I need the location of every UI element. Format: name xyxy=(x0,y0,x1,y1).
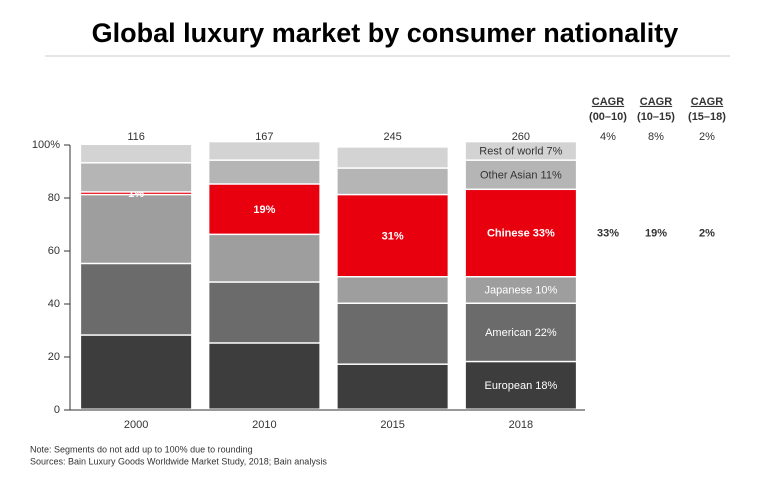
data-label: American 22% xyxy=(485,327,557,339)
bar-segment xyxy=(465,277,576,303)
bar-segment xyxy=(81,264,192,335)
bar-segment xyxy=(465,304,576,361)
data-label: 19% xyxy=(253,204,275,216)
data-label: 31% xyxy=(382,230,404,242)
total-label: 260 xyxy=(512,131,530,143)
total-label: 245 xyxy=(383,131,401,143)
data-label: Chinese 33% xyxy=(487,228,555,240)
data-label: Other Asian 11% xyxy=(480,169,562,181)
x-tick-label: 2015 xyxy=(380,419,404,431)
cagr-header: CAGR xyxy=(592,96,624,108)
cagr-chinese: 33% xyxy=(597,228,619,240)
bar-segment xyxy=(337,147,448,168)
y-tick-label: 40 xyxy=(48,298,60,310)
data-label: Japanese 10% xyxy=(484,285,557,297)
y-tick-label: 80 xyxy=(48,192,60,204)
bar-segment xyxy=(81,335,192,409)
x-tick-label: 2000 xyxy=(124,419,148,431)
bar-segment xyxy=(465,160,576,189)
total-label: 167 xyxy=(255,131,273,143)
y-tick-label: 0 xyxy=(54,404,60,416)
bar-segment xyxy=(209,184,320,234)
bar-segment xyxy=(209,142,320,160)
y-tick-label: 20 xyxy=(48,351,60,363)
total-label: 116 xyxy=(127,131,145,143)
cagr-header: CAGR xyxy=(640,96,672,108)
x-tick-label: 2010 xyxy=(252,419,276,431)
bar-segment xyxy=(465,190,576,276)
cagr-chinese: 2% xyxy=(699,228,715,240)
bar-segment xyxy=(209,282,320,343)
x-tick-label: 2018 xyxy=(509,419,533,431)
bar-segment xyxy=(81,192,192,194)
bar-segment xyxy=(337,168,448,194)
note: Note: Segments do not add up to 100% due… xyxy=(30,444,253,454)
bar-segment xyxy=(465,142,576,160)
cagr-chinese: 19% xyxy=(645,228,667,240)
cagr-total: 4% xyxy=(600,131,616,143)
chart-title: Global luxury market by consumer nationa… xyxy=(92,18,679,48)
bar-segment xyxy=(209,235,320,282)
bar-segment xyxy=(81,195,192,263)
data-label: Rest of world 7% xyxy=(479,146,562,158)
bar-segment xyxy=(337,304,448,364)
bar-segment xyxy=(465,362,576,409)
bar-segment xyxy=(337,364,448,409)
bar-segment xyxy=(81,163,192,192)
bar-segment xyxy=(337,277,448,303)
cagr-period: (15–18) xyxy=(688,111,726,123)
y-tick-label: 60 xyxy=(48,245,60,257)
bar-segment xyxy=(209,343,320,409)
bar-segment xyxy=(209,160,320,184)
bar-segment xyxy=(81,145,192,163)
cagr-total: 8% xyxy=(648,131,664,143)
cagr-header: CAGR xyxy=(691,96,723,108)
bar-segment xyxy=(337,195,448,276)
data-label: European 18% xyxy=(484,380,557,392)
cagr-period: (10–15) xyxy=(637,111,675,123)
y-tick-label: 100% xyxy=(32,139,60,151)
note: Sources: Bain Luxury Goods Worldwide Mar… xyxy=(30,456,327,466)
cagr-period: (00–10) xyxy=(589,111,627,123)
cagr-total: 2% xyxy=(699,131,715,143)
